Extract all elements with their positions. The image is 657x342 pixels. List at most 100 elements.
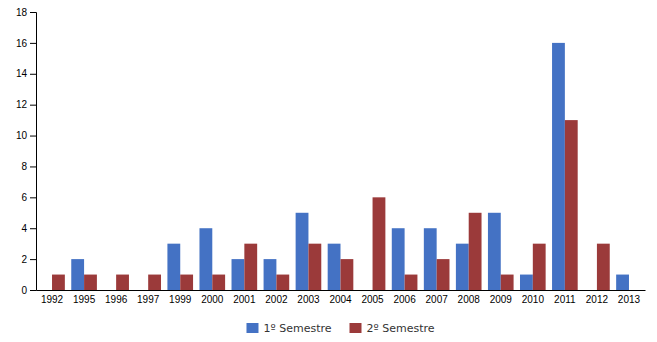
tick: 2012 xyxy=(586,294,609,305)
tick: 2006 xyxy=(393,294,416,305)
bar xyxy=(584,290,597,291)
bar xyxy=(103,290,116,291)
tick: 14 xyxy=(16,68,36,79)
bar xyxy=(296,213,309,290)
bar xyxy=(360,290,373,291)
tick-label: 2008 xyxy=(458,294,481,305)
bar xyxy=(456,244,469,290)
bar xyxy=(84,275,97,290)
tick: 12 xyxy=(16,99,36,110)
tick-mark xyxy=(30,12,36,13)
tick: 1992 xyxy=(41,294,64,305)
bar xyxy=(232,259,245,290)
bar xyxy=(71,259,84,290)
series xyxy=(52,120,610,290)
tick: 2007 xyxy=(426,294,449,305)
tick: 2008 xyxy=(458,294,481,305)
legend-item: 2º Semestre xyxy=(350,322,435,335)
bar xyxy=(328,244,341,290)
tick-mark xyxy=(30,290,36,291)
tick: 2010 xyxy=(522,294,545,305)
tick-label: 2003 xyxy=(297,294,320,305)
tick-mark xyxy=(30,43,36,44)
tick: 2000 xyxy=(201,294,224,305)
tick-mark xyxy=(30,105,36,106)
tick-mark xyxy=(30,74,36,75)
bar xyxy=(180,275,193,290)
bar xyxy=(39,290,52,291)
series xyxy=(71,43,629,290)
legend-label: 1º Semestre xyxy=(263,322,331,335)
bar xyxy=(199,228,212,290)
tick-label: 2002 xyxy=(265,294,288,305)
bar xyxy=(501,275,514,290)
tick-label: 0 xyxy=(21,285,27,296)
bar xyxy=(616,275,629,290)
tick: 1995 xyxy=(73,294,96,305)
bar xyxy=(552,43,565,290)
tick: 2 xyxy=(21,254,36,265)
bar xyxy=(405,275,418,290)
tick-mark xyxy=(30,228,36,229)
bar xyxy=(308,244,321,290)
tick: 10 xyxy=(16,130,36,141)
bar xyxy=(167,244,180,290)
tick-label: 1995 xyxy=(73,294,96,305)
tick-mark xyxy=(30,197,36,198)
tick-label: 4 xyxy=(21,223,27,234)
bar xyxy=(424,228,437,290)
bar xyxy=(373,197,386,290)
bar xyxy=(565,120,578,290)
tick-label: 2007 xyxy=(426,294,449,305)
plot: 1992199519961997199920002001200220032004… xyxy=(16,7,646,305)
chart: 1992199519961997199920002001200220032004… xyxy=(0,0,657,342)
tick: 2009 xyxy=(490,294,513,305)
tick-label: 2000 xyxy=(201,294,224,305)
tick: 2013 xyxy=(618,294,641,305)
axis-line xyxy=(30,13,37,291)
tick: 18 xyxy=(16,7,36,18)
tick-label: 1992 xyxy=(41,294,64,305)
tick-label: 2011 xyxy=(554,294,576,305)
tick-label: 2006 xyxy=(393,294,416,305)
bar xyxy=(341,259,354,290)
tick-label: 2010 xyxy=(522,294,545,305)
legend-swatch xyxy=(246,323,258,333)
tick-label: 10 xyxy=(16,130,28,141)
tick: 1999 xyxy=(169,294,192,305)
tick-label: 2 xyxy=(21,254,27,265)
tick-label: 2009 xyxy=(490,294,513,305)
bar xyxy=(276,275,289,290)
legend-item: 1º Semestre xyxy=(246,322,331,335)
bar xyxy=(212,275,225,290)
bar xyxy=(392,228,405,290)
tick-label: 1999 xyxy=(169,294,192,305)
tick: 2003 xyxy=(297,294,320,305)
y-axis: 024681012141618 xyxy=(16,7,37,296)
bars xyxy=(52,43,629,290)
tick: 2005 xyxy=(361,294,384,305)
tick: 2002 xyxy=(265,294,288,305)
x-axis: 1992199519961997199920002001200220032004… xyxy=(37,291,646,306)
tick: 1996 xyxy=(105,294,128,305)
tick-label: 8 xyxy=(21,161,27,172)
tick: 6 xyxy=(21,192,36,203)
tick: 1997 xyxy=(137,294,160,305)
tick-label: 18 xyxy=(16,7,28,18)
tick-label: 2012 xyxy=(586,294,609,305)
bar xyxy=(520,275,533,290)
legend-swatch xyxy=(350,323,362,333)
tick: 0 xyxy=(21,285,36,296)
tick-label: 1996 xyxy=(105,294,128,305)
tick-mark xyxy=(30,166,36,167)
legend-label: 2º Semestre xyxy=(367,322,435,335)
tick-mark xyxy=(30,136,36,137)
tick-label: 14 xyxy=(16,68,28,79)
tick-label: 1997 xyxy=(137,294,160,305)
tick: 4 xyxy=(21,223,36,234)
tick-label: 2004 xyxy=(329,294,352,305)
bar xyxy=(52,275,65,290)
bar xyxy=(264,259,277,290)
bar xyxy=(135,290,148,291)
tick-label: 2013 xyxy=(618,294,641,305)
